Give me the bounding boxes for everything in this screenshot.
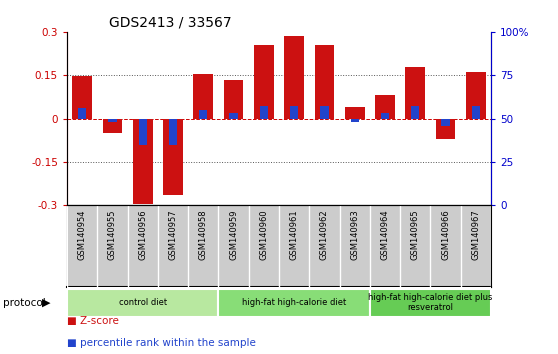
Bar [411, 107, 420, 119]
Text: GSM140967: GSM140967 [472, 209, 480, 260]
Text: GDS2413 / 33567: GDS2413 / 33567 [109, 15, 232, 29]
Text: GSM140958: GSM140958 [199, 209, 208, 260]
Bar [163, 119, 183, 195]
Bar [315, 45, 334, 119]
Text: GSM140959: GSM140959 [229, 209, 238, 260]
Bar [138, 119, 147, 144]
Text: GSM140966: GSM140966 [441, 209, 450, 260]
Bar [290, 107, 299, 119]
Bar [103, 119, 122, 133]
Bar [169, 119, 177, 144]
Bar [108, 119, 117, 122]
Bar [224, 80, 243, 119]
Bar [436, 119, 455, 139]
Text: GSM140963: GSM140963 [350, 209, 359, 260]
Bar [285, 36, 304, 119]
Text: GSM140964: GSM140964 [381, 209, 389, 260]
Text: ▶: ▶ [42, 298, 50, 308]
Bar [375, 96, 395, 119]
Bar [78, 108, 86, 119]
Bar [218, 289, 370, 317]
Bar [345, 107, 364, 119]
Text: high-fat high-calorie diet plus
resveratrol: high-fat high-calorie diet plus resverat… [368, 293, 493, 312]
Bar [441, 119, 450, 126]
Text: GSM140962: GSM140962 [320, 209, 329, 260]
Text: GSM140957: GSM140957 [169, 209, 177, 260]
Bar [133, 119, 152, 204]
Text: GSM140956: GSM140956 [138, 209, 147, 260]
Text: ■ Z-score: ■ Z-score [67, 316, 119, 326]
Bar [466, 72, 486, 119]
Text: GSM140955: GSM140955 [108, 209, 117, 260]
Bar [73, 76, 92, 119]
Bar [320, 107, 329, 119]
Text: GSM140954: GSM140954 [78, 209, 86, 260]
Bar [67, 289, 218, 317]
Bar [199, 110, 208, 119]
Bar [350, 119, 359, 122]
Text: ■ percentile rank within the sample: ■ percentile rank within the sample [67, 338, 256, 348]
Bar [370, 289, 491, 317]
Text: GSM140960: GSM140960 [259, 209, 268, 260]
Bar [259, 107, 268, 119]
Bar [406, 67, 425, 119]
Bar [472, 107, 480, 119]
Bar [229, 113, 238, 119]
Bar [381, 113, 389, 119]
Text: GSM140965: GSM140965 [411, 209, 420, 260]
Bar [194, 74, 213, 119]
Text: GSM140961: GSM140961 [290, 209, 299, 260]
Bar [254, 45, 274, 119]
Text: protocol: protocol [3, 298, 46, 308]
Text: high-fat high-calorie diet: high-fat high-calorie diet [242, 298, 347, 307]
Text: control diet: control diet [119, 298, 167, 307]
